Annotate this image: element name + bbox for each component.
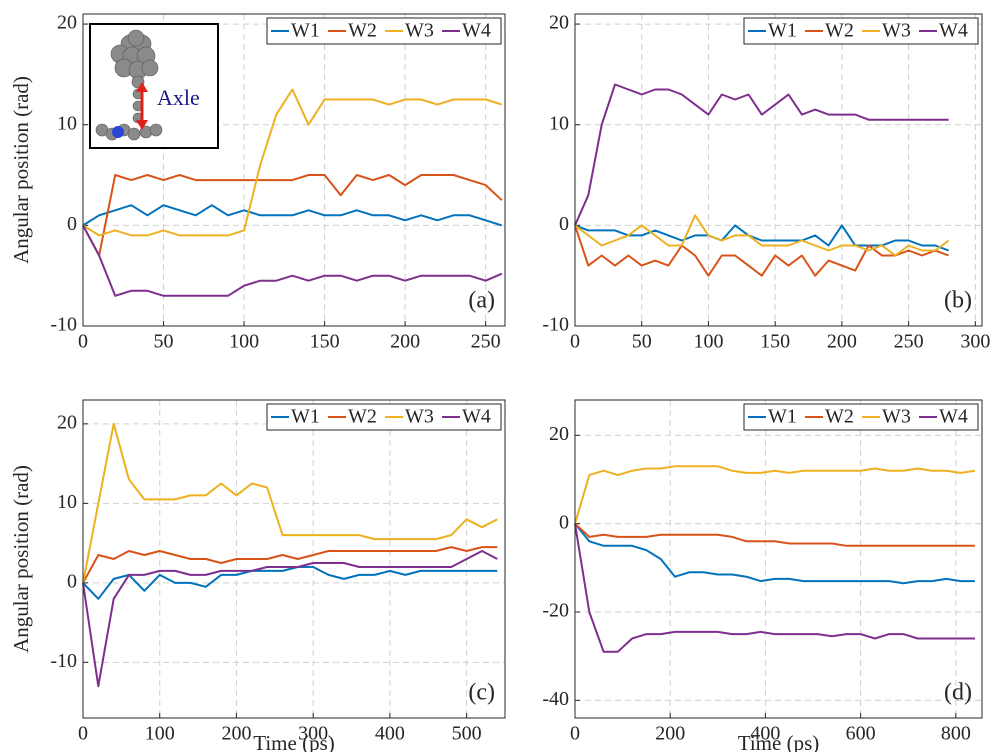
axes-frame xyxy=(82,399,506,719)
legend xyxy=(743,17,979,45)
x-axis-label: Time (ps) xyxy=(738,731,820,752)
legend-label: W2 xyxy=(825,20,854,42)
y-tick-label: 0 xyxy=(559,511,569,533)
y-tick-label: 20 xyxy=(57,12,77,34)
data-line xyxy=(574,522,975,547)
nitrogen-atom xyxy=(112,126,124,138)
annotation: Axle xyxy=(157,85,200,110)
y-axis-label: Angular position (rad) xyxy=(9,465,33,653)
legend-label: W1 xyxy=(291,406,320,428)
x-tick-label: 600 xyxy=(846,723,876,745)
legend-label: W3 xyxy=(882,20,911,42)
x-tick-label: 500 xyxy=(452,723,482,745)
x-tick-label: 0 xyxy=(570,723,580,745)
y-tick-label: -40 xyxy=(542,688,569,710)
legend-label: W2 xyxy=(348,20,377,42)
axes-frame xyxy=(574,399,983,719)
x-tick-label: 300 xyxy=(298,723,328,745)
x-tick-label: 100 xyxy=(145,723,175,745)
legend-label: W1 xyxy=(768,406,797,428)
panel-label: (d) xyxy=(944,680,972,706)
legend-label: W2 xyxy=(348,406,377,428)
axle-arrow xyxy=(136,82,148,130)
x-tick-label: 100 xyxy=(229,331,259,353)
data-line xyxy=(82,546,498,584)
x-tick-label: 800 xyxy=(941,723,971,745)
inset: Axle xyxy=(89,23,219,149)
y-axis-label: Angular position (rad) xyxy=(9,76,33,264)
data-line xyxy=(574,83,949,226)
legend-label: W3 xyxy=(882,406,911,428)
legend-label: W4 xyxy=(462,406,491,428)
y-tick-label: -10 xyxy=(50,650,77,672)
panel-label: (c) xyxy=(468,680,495,706)
x-tick-label: 150 xyxy=(310,331,340,353)
x-tick-label: 200 xyxy=(655,723,685,745)
legend xyxy=(266,403,502,431)
y-tick-label: -10 xyxy=(542,314,569,336)
y-tick-label: 10 xyxy=(549,112,569,134)
data-line xyxy=(82,224,503,297)
y-tick-label: 0 xyxy=(67,570,77,592)
x-tick-label: 200 xyxy=(827,331,857,353)
plot-area xyxy=(575,14,982,326)
plot-area xyxy=(575,400,982,718)
data-line xyxy=(82,204,503,227)
data-line xyxy=(574,224,949,252)
legend-label: W2 xyxy=(825,406,854,428)
x-tick-label: 250 xyxy=(894,331,924,353)
x-tick-label: 200 xyxy=(390,331,420,353)
x-tick-label: 150 xyxy=(760,331,790,353)
axes-frame xyxy=(82,13,506,327)
data-line xyxy=(574,465,976,524)
x-tick-label: 100 xyxy=(693,331,723,353)
x-tick-label: 400 xyxy=(375,723,405,745)
x-tick-label: 0 xyxy=(78,331,88,353)
data-line xyxy=(82,174,503,257)
y-tick-label: 20 xyxy=(549,12,569,34)
legend-label: W4 xyxy=(939,406,968,428)
x-tick-label: 0 xyxy=(570,331,580,353)
y-tick-label: 20 xyxy=(549,423,569,445)
data-line xyxy=(82,566,498,600)
x-tick-label: 200 xyxy=(221,723,251,745)
data-line xyxy=(574,523,975,653)
legend xyxy=(743,403,979,431)
data-line xyxy=(574,214,950,257)
legend-label: W1 xyxy=(291,20,320,42)
y-tick-label: -20 xyxy=(542,600,569,622)
legend-label: W1 xyxy=(768,20,797,42)
legend-label: W3 xyxy=(405,20,434,42)
legend-label: W4 xyxy=(462,20,491,42)
panel-label: (b) xyxy=(944,288,972,314)
panel-label: (a) xyxy=(468,288,495,314)
y-tick-label: 20 xyxy=(57,411,77,433)
y-tick-label: 0 xyxy=(67,213,77,235)
x-tick-label: 300 xyxy=(960,331,990,353)
data-line xyxy=(574,523,975,585)
x-tick-label: 50 xyxy=(154,331,174,353)
y-tick-label: 10 xyxy=(57,112,77,134)
x-tick-label: 400 xyxy=(750,723,780,745)
axes-frame xyxy=(574,13,983,327)
data-line xyxy=(82,422,498,584)
data-line xyxy=(574,225,949,277)
y-tick-label: -10 xyxy=(50,314,77,336)
legend-label: W4 xyxy=(939,20,968,42)
x-tick-label: 0 xyxy=(78,723,88,745)
data-line xyxy=(82,550,498,688)
data-line xyxy=(82,88,503,237)
legend xyxy=(266,17,502,45)
y-tick-label: 10 xyxy=(57,491,77,513)
x-tick-label: 50 xyxy=(632,331,652,353)
x-axis-label: Time (ps) xyxy=(253,731,335,752)
x-tick-label: 250 xyxy=(471,331,501,353)
legend-label: W3 xyxy=(405,406,434,428)
y-tick-label: 0 xyxy=(559,213,569,235)
